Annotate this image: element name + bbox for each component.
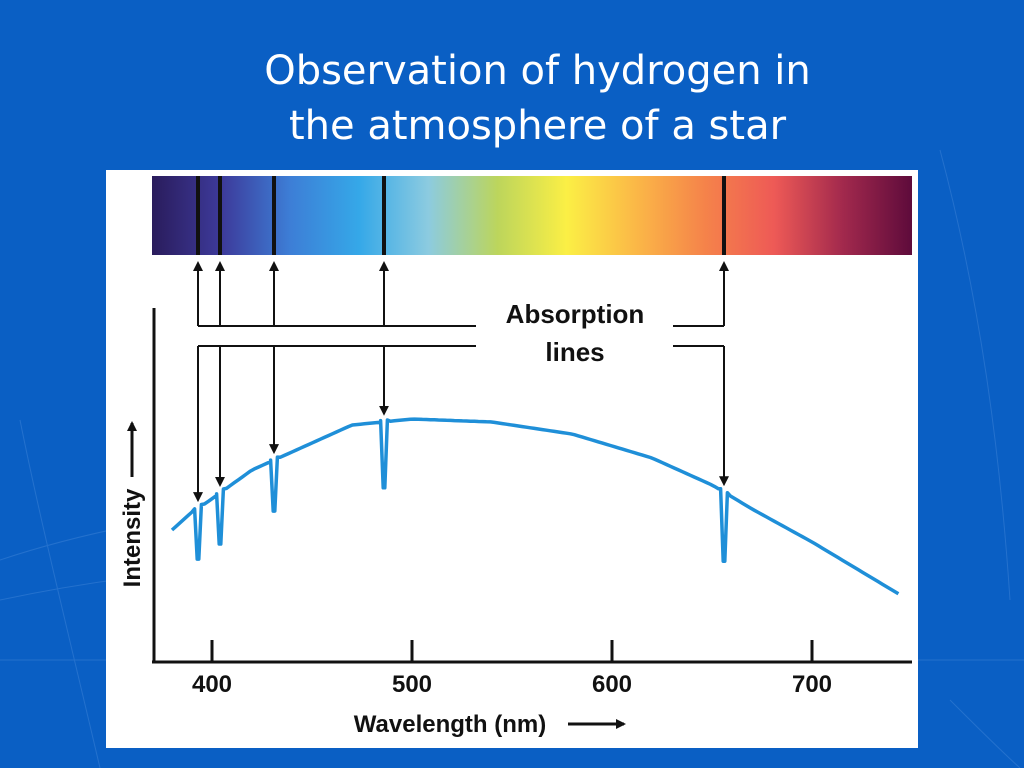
figure-panel: Absorption lines 400 500 600 700 Wavelength… xyxy=(106,170,918,748)
x-tick-label-700: 700 xyxy=(792,671,832,698)
spectrum-chart: Absorption lines 400 500 600 700 Wavelength… xyxy=(119,176,912,738)
title-line-2: the atmosphere of a star xyxy=(288,103,787,149)
x-tick-label-600: 600 xyxy=(592,671,632,698)
spectrum-absorption-lines xyxy=(196,176,726,255)
x-axis-label: Wavelength (nm) xyxy=(354,711,546,738)
slide-title: Observation of hydrogen in the atmospher… xyxy=(0,44,1024,154)
intensity-curve xyxy=(170,417,900,596)
x-tick-label-400: 400 xyxy=(192,671,232,698)
annotation-line-1: Absorption xyxy=(506,299,645,329)
spectrum-strip xyxy=(152,176,912,255)
dip-arrows xyxy=(193,346,729,503)
y-axis-label: Intensity xyxy=(119,488,146,587)
annotation-line-2: lines xyxy=(545,337,604,367)
x-tick-label-500: 500 xyxy=(392,671,432,698)
x-axis-ticks: 400 500 600 700 xyxy=(192,640,832,698)
absorption-line-brackets xyxy=(193,261,729,347)
title-line-1: Observation of hydrogen in xyxy=(264,48,811,94)
